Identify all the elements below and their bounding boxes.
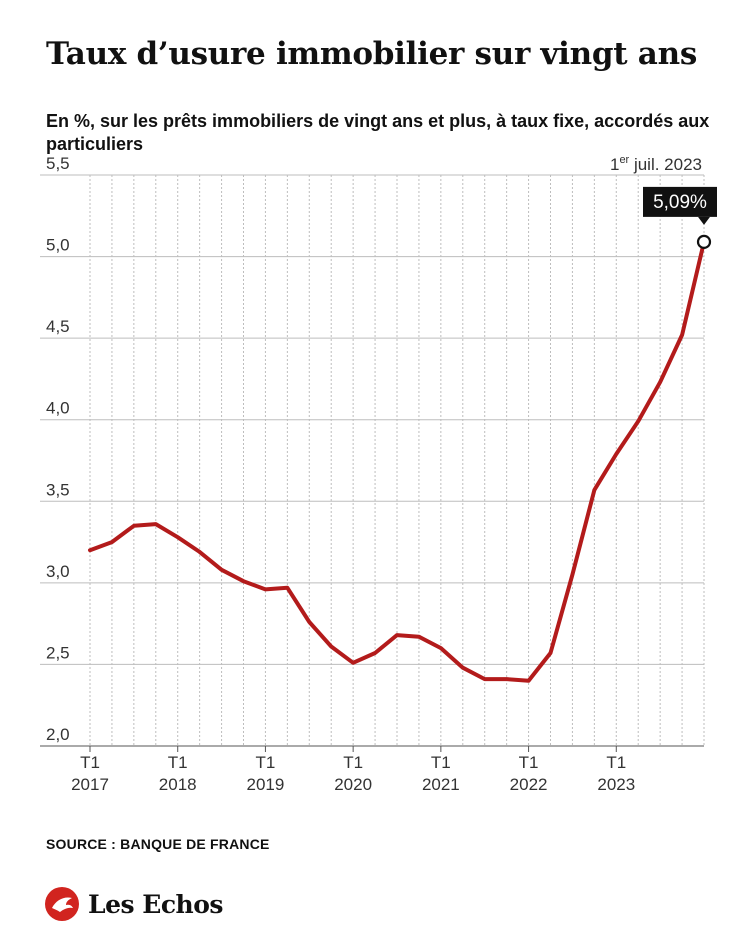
x-tick-year: 2017 [71,775,109,794]
y-tick-label: 3,5 [46,480,70,499]
brand-name: Les Echos [88,889,223,919]
y-tick-label: 5,0 [46,236,70,255]
x-tick-quarter: T1 [168,753,188,772]
x-tick-year: 2022 [510,775,548,794]
y-tick-label: 2,0 [46,725,70,744]
x-tick-quarter: T1 [606,753,626,772]
les-echos-logo: Les Echos [44,886,223,922]
x-tick-year: 2019 [247,775,285,794]
annotation-date: 1er juil. 2023 [610,154,702,174]
line-chart: 2,0 2,5 3,0 3,5 4,0 4,5 5,0 5,5 T1 2017 T1 2018 T1 20… [40,154,717,794]
y-tick-label: 4,0 [46,399,70,418]
x-tick-quarter: T1 [519,753,539,772]
chart-title: Taux d’usure immobilier sur vingt ans [46,36,697,72]
x-tick-year: 2021 [422,775,460,794]
chart-subtitle: En %, sur les prêts immobiliers de vingt… [46,111,710,154]
y-tick-label: 2,5 [46,643,70,662]
x-tick-year: 2018 [159,775,197,794]
x-tick-quarter: T1 [343,753,363,772]
value-badge [643,186,717,217]
y-tick-label: 4,5 [46,317,70,336]
series-line [88,239,706,683]
y-tick-label: 5,5 [46,154,70,173]
x-tick-quarter: T1 [256,753,276,772]
x-tick-year: 2020 [334,775,372,794]
x-tick-quarter: T1 [80,753,100,772]
echo-bird-icon [45,887,79,921]
x-tick-year: 2023 [597,775,635,794]
x-tick-quarter: T1 [431,753,451,772]
value-badge-label: 5,09% [653,192,707,213]
last-point-marker [696,234,712,249]
y-tick-label: 3,0 [46,562,70,581]
value-badge-pointer [698,216,710,225]
source-note: SOURCE : BANQUE DE FRANCE [46,836,270,852]
